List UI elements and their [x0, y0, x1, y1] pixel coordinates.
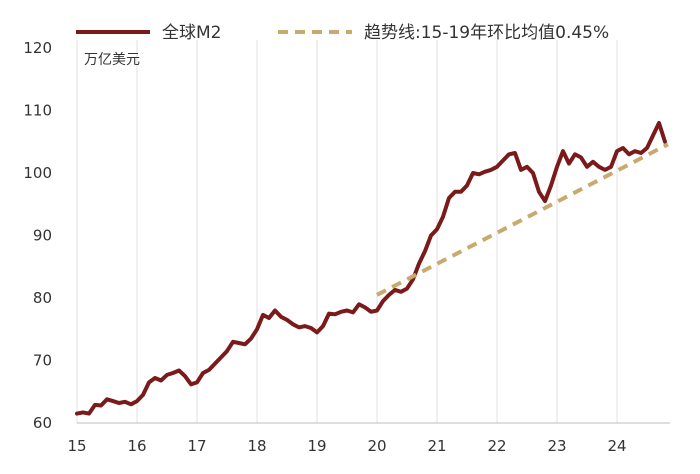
y-axis-tick-labels: 60 70 80 90 100 110 120 [23, 39, 52, 432]
series-line-trend [376, 142, 669, 297]
y-tick-label-120: 120 [23, 39, 52, 57]
x-tick-label-19: 19 [307, 437, 326, 455]
x-tick-label-16: 16 [127, 437, 146, 455]
x-tick-label-22: 22 [487, 437, 506, 455]
x-tick-label-17: 17 [187, 437, 206, 455]
vertical-gridlines [76, 40, 618, 423]
x-tick-label-24: 24 [607, 437, 626, 455]
legend-label-trend: 趋势线:15-19年环比均值0.45% [364, 23, 609, 43]
y-tick-label-60: 60 [33, 414, 52, 432]
series-line-m2 [75, 121, 667, 416]
y-tick-label-90: 90 [33, 227, 52, 245]
x-tick-label-20: 20 [367, 437, 386, 455]
y-tick-label-70: 70 [33, 352, 52, 370]
x-axis-tick-labels: 15 16 17 18 19 20 21 22 23 24 [67, 437, 626, 455]
x-tick-label-18: 18 [247, 437, 266, 455]
x-tick-label-15: 15 [67, 437, 86, 455]
chart-series [75, 121, 669, 416]
x-tick-label-21: 21 [427, 437, 446, 455]
legend-label-m2: 全球M2 [162, 23, 221, 43]
x-tick-label-23: 23 [547, 437, 566, 455]
y-axis-unit-label: 万亿美元 [84, 52, 140, 68]
y-tick-label-80: 80 [33, 289, 52, 307]
y-tick-label-110: 110 [23, 102, 52, 120]
legend: 全球M2 趋势线:15-19年环比均值0.45% [76, 23, 609, 43]
y-tick-label-100: 100 [23, 164, 52, 182]
